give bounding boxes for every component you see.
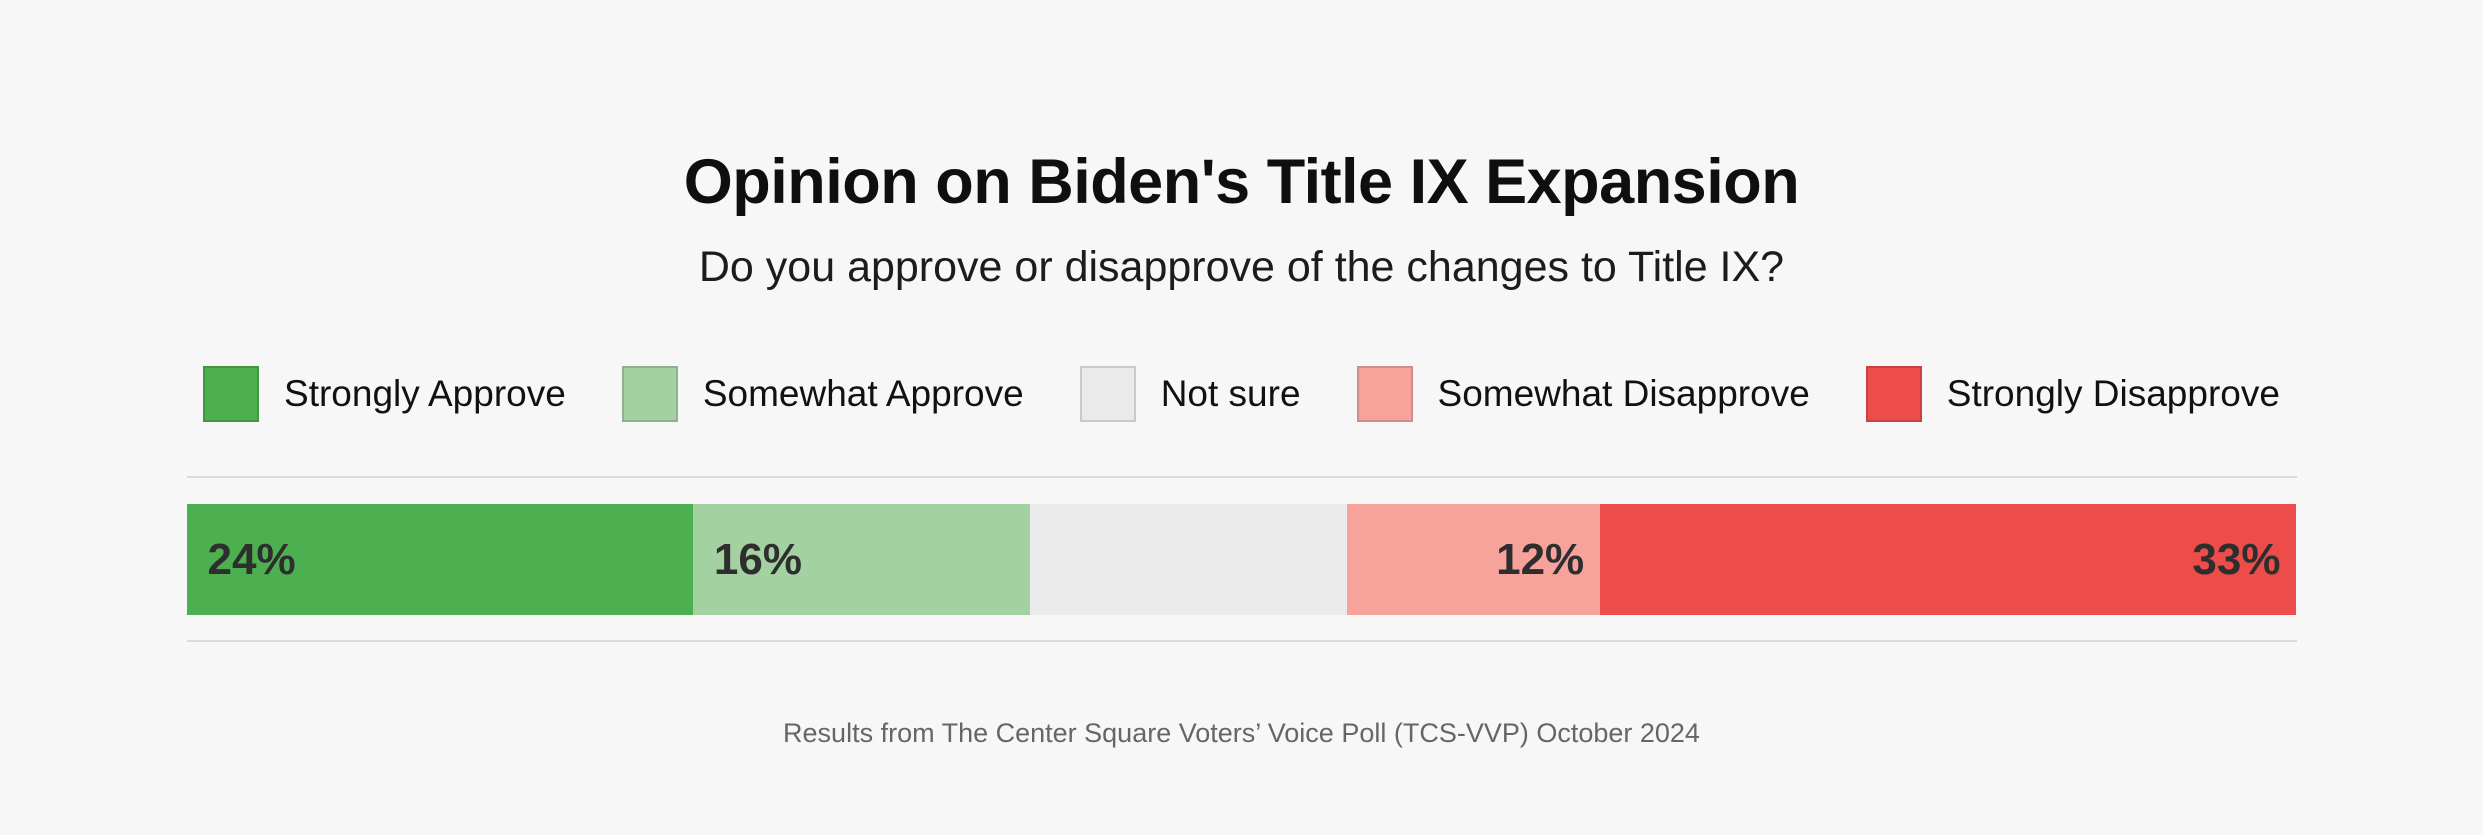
bar-segment-label: 16% bbox=[713, 534, 802, 584]
legend-label: Somewhat Disapprove bbox=[1437, 373, 1810, 415]
legend-label: Strongly Approve bbox=[284, 373, 566, 415]
plot-area: 24% 16% 12% 33% bbox=[186, 476, 2297, 643]
legend-swatch-strongly-approve bbox=[203, 366, 260, 423]
bar-segment-somewhat-disapprove[interactable]: 12% bbox=[1346, 504, 1601, 616]
bottom-divider bbox=[186, 640, 2297, 643]
legend-label: Not sure bbox=[1160, 373, 1301, 415]
stacked-bar: 24% 16% 12% 33% bbox=[186, 504, 2297, 616]
bar-segment-strongly-approve[interactable]: 24% bbox=[186, 504, 693, 616]
legend-item-somewhat-approve[interactable]: Somewhat Approve bbox=[621, 366, 1024, 423]
chart-title: Opinion on Biden's Title IX Expansion bbox=[683, 147, 1800, 217]
bar-segment-label: 24% bbox=[207, 534, 296, 584]
legend-swatch-strongly-disapprove bbox=[1865, 366, 1922, 423]
legend-swatch-somewhat-approve bbox=[621, 366, 678, 423]
chart-subtitle: Do you approve or disapprove of the chan… bbox=[698, 243, 1785, 292]
bar-segment-label: 12% bbox=[1496, 534, 1585, 584]
legend-label: Strongly Disapprove bbox=[1946, 373, 2280, 415]
legend-item-not-sure[interactable]: Not sure bbox=[1079, 366, 1301, 423]
bar-segment-not-sure[interactable] bbox=[1030, 504, 1347, 616]
legend: Strongly Approve Somewhat Approve Not sure… bbox=[0, 366, 2483, 423]
legend-swatch-not-sure bbox=[1079, 366, 1136, 423]
bar-segment-strongly-disapprove[interactable]: 33% bbox=[1600, 504, 2297, 616]
legend-swatch-somewhat-disapprove bbox=[1356, 366, 1413, 423]
legend-item-somewhat-disapprove[interactable]: Somewhat Disapprove bbox=[1356, 366, 1810, 423]
legend-item-strongly-disapprove[interactable]: Strongly Disapprove bbox=[1865, 366, 2280, 423]
top-divider bbox=[186, 476, 2297, 479]
legend-item-strongly-approve[interactable]: Strongly Approve bbox=[203, 366, 566, 423]
bar-segment-label: 33% bbox=[2192, 534, 2281, 584]
source-note: Results from The Center Square Voters’ V… bbox=[783, 718, 1700, 749]
legend-label: Somewhat Approve bbox=[702, 373, 1024, 415]
bar-segment-somewhat-approve[interactable]: 16% bbox=[692, 504, 1031, 616]
